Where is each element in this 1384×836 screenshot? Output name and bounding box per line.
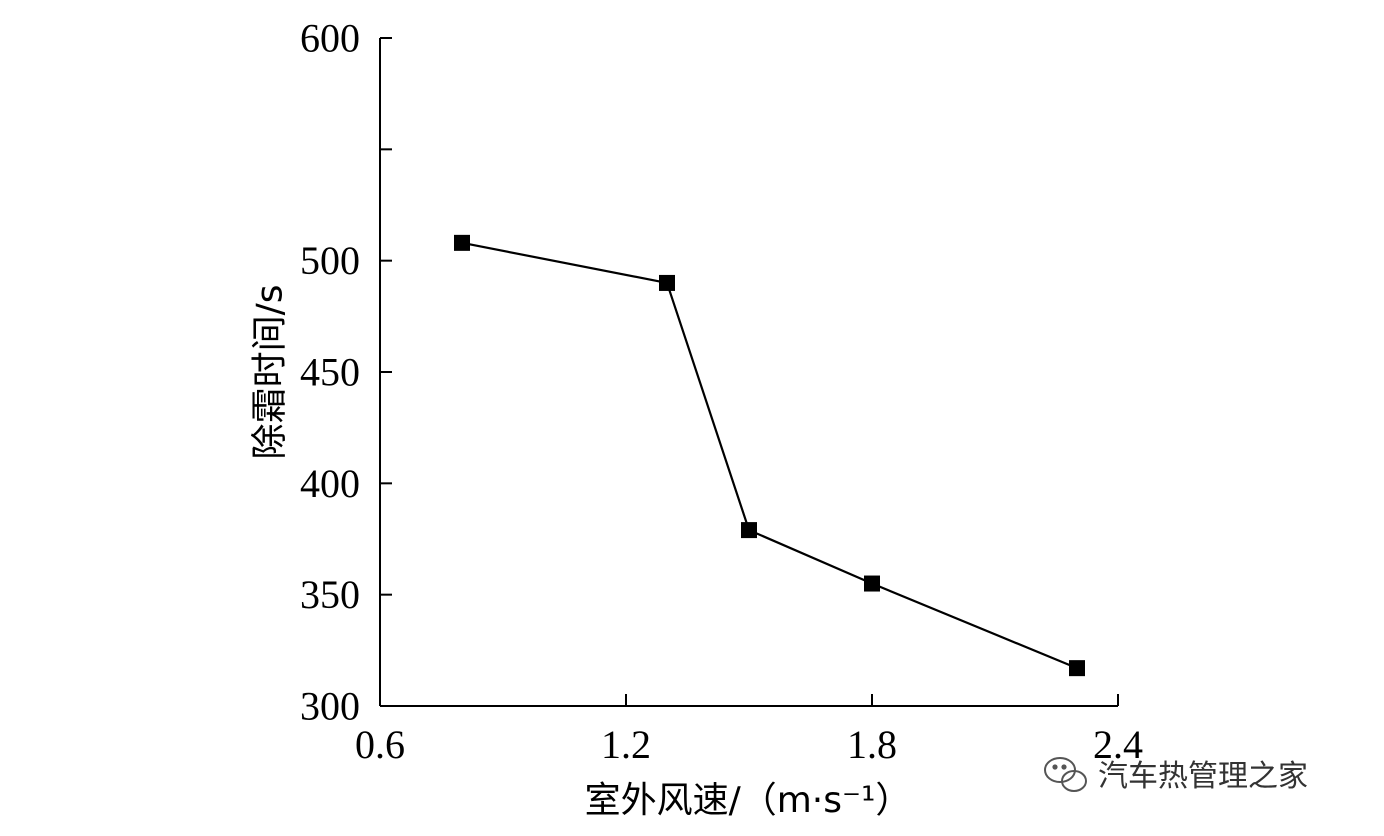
data-point-marker bbox=[454, 234, 470, 251]
y-tick-label: 600 bbox=[300, 16, 360, 61]
watermark-text: 汽车热管理之家 bbox=[1098, 759, 1308, 794]
watermark: 汽车热管理之家 bbox=[1044, 757, 1308, 794]
x-axis-title: 室外风速/（m·s⁻¹） bbox=[585, 780, 912, 821]
y-tick-label: 300 bbox=[300, 684, 360, 729]
x-tick-label: 1.2 bbox=[601, 722, 651, 767]
x-tick-label: 2.4 bbox=[1093, 722, 1143, 767]
data-point-marker bbox=[659, 274, 675, 291]
y-tick-label: 450 bbox=[300, 350, 360, 395]
data-point-marker bbox=[864, 575, 880, 592]
y-ticks: 300 350 400 450 500 600 bbox=[300, 16, 392, 729]
y-tick-label: 350 bbox=[300, 572, 360, 617]
x-tick-label: 0.6 bbox=[355, 722, 405, 767]
y-axis-title: 除霜时间/s bbox=[250, 285, 291, 460]
series-markers bbox=[454, 234, 1085, 677]
wechat-icon bbox=[1044, 757, 1087, 792]
y-tick-label: 500 bbox=[300, 238, 360, 283]
x-ticks: 0.6 1.2 1.8 2.4 bbox=[355, 694, 1143, 767]
series-line bbox=[461, 241, 1078, 670]
data-point-marker bbox=[741, 522, 757, 539]
data-point-marker bbox=[1069, 660, 1085, 677]
x-tick-label: 1.8 bbox=[847, 722, 897, 767]
y-tick-label: 400 bbox=[300, 461, 360, 506]
